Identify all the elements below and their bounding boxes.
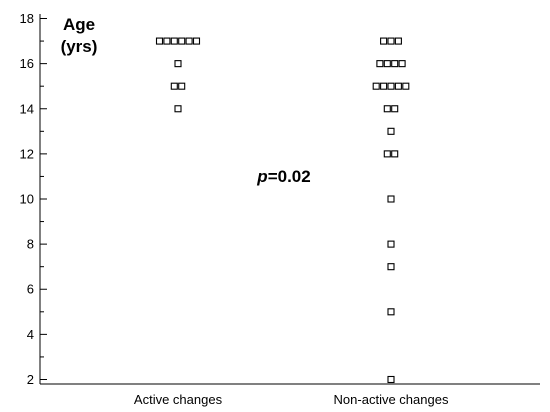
data-point bbox=[178, 82, 186, 90]
data-point bbox=[394, 82, 402, 90]
data-point bbox=[372, 82, 380, 90]
data-point bbox=[178, 37, 186, 45]
y-tick-label: 14 bbox=[20, 101, 34, 116]
data-point bbox=[170, 82, 178, 90]
data-point bbox=[387, 240, 395, 248]
data-point bbox=[387, 37, 395, 45]
y-tick-label: 18 bbox=[20, 11, 34, 26]
y-axis-label-line1: Age bbox=[63, 15, 95, 34]
y-tick-label: 4 bbox=[27, 327, 34, 342]
y-axis-label-line2: (yrs) bbox=[61, 37, 98, 56]
data-point bbox=[380, 82, 388, 90]
data-point bbox=[174, 105, 182, 113]
data-point bbox=[155, 37, 164, 45]
data-point bbox=[387, 308, 395, 316]
data-point bbox=[387, 127, 395, 135]
data-point bbox=[402, 82, 410, 90]
data-point bbox=[380, 37, 388, 45]
category-labels: Active changes Non-active changes bbox=[134, 392, 449, 407]
y-tick-label: 12 bbox=[20, 146, 34, 161]
x-category-label: Active changes bbox=[134, 392, 223, 407]
data-point bbox=[391, 60, 399, 68]
data-point bbox=[376, 60, 384, 68]
data-point bbox=[387, 82, 395, 90]
x-category-label: Non-active changes bbox=[334, 392, 449, 407]
data-point bbox=[383, 60, 391, 68]
y-ticks: 2 4 6 8 10 12 14 16 18 bbox=[20, 11, 47, 387]
axes bbox=[39, 14, 540, 385]
y-tick-label: 2 bbox=[27, 372, 34, 387]
data-point bbox=[387, 375, 395, 384]
y-tick-label: 6 bbox=[27, 282, 34, 297]
data-point bbox=[185, 37, 193, 45]
y-tick-label: 8 bbox=[27, 237, 34, 252]
p-value: =0.02 bbox=[268, 167, 311, 186]
data-point bbox=[163, 37, 171, 45]
data-point bbox=[383, 105, 391, 113]
data-points bbox=[155, 37, 410, 384]
y-tick-label: 16 bbox=[20, 56, 34, 71]
data-point bbox=[192, 37, 201, 45]
data-point bbox=[170, 37, 178, 45]
p-value-annotation: p=0.02 bbox=[256, 167, 310, 186]
data-point bbox=[174, 60, 182, 68]
data-point bbox=[387, 195, 395, 203]
data-point bbox=[398, 60, 406, 68]
data-point bbox=[394, 37, 402, 45]
data-point bbox=[387, 263, 395, 271]
data-point bbox=[383, 150, 391, 158]
data-point bbox=[391, 150, 399, 158]
data-point bbox=[391, 105, 399, 113]
p-symbol: p bbox=[256, 167, 267, 186]
y-tick-label: 10 bbox=[20, 192, 34, 207]
